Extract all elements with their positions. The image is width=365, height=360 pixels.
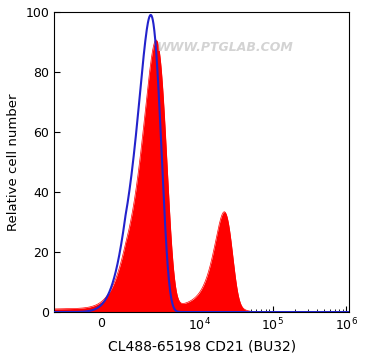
Text: WWW.PTGLAB.COM: WWW.PTGLAB.COM bbox=[157, 41, 294, 54]
X-axis label: CL488-65198 CD21 (BU32): CL488-65198 CD21 (BU32) bbox=[108, 339, 296, 353]
Y-axis label: Relative cell number: Relative cell number bbox=[7, 93, 20, 231]
